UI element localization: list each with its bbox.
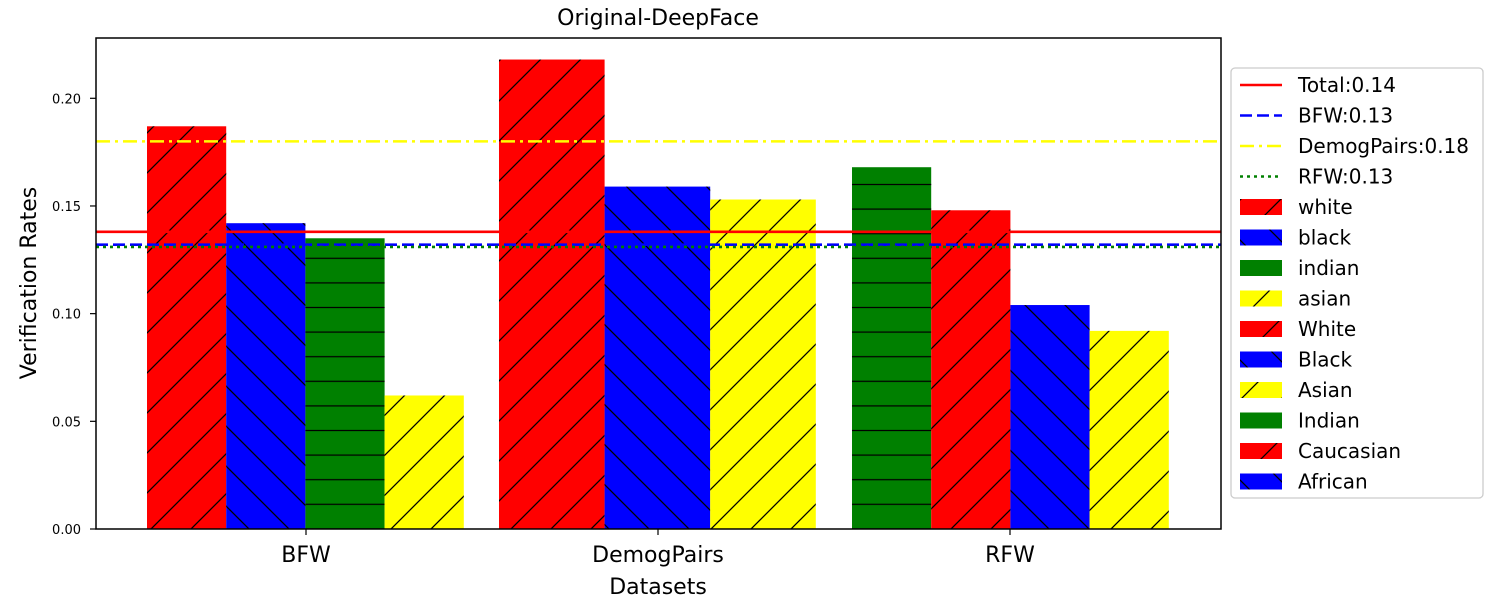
y-axis-label: Verification Rates: [17, 187, 42, 380]
bar-bfw-indian-hatch: [305, 238, 385, 530]
x-tick-label: BFW: [281, 543, 331, 568]
legend-item-black: Black: [1240, 348, 1353, 372]
legend-item-asian: Asian: [1240, 378, 1353, 402]
legend-item-bfw: BFW:0.13: [1240, 104, 1393, 128]
y-tick-label: 0.20: [52, 92, 81, 107]
x-axis-label: Datasets: [609, 575, 707, 600]
chart-title: Original-DeepFace: [557, 6, 759, 31]
bar-rfw-indian-hatch: [852, 167, 932, 530]
legend-label: White: [1298, 317, 1356, 341]
bar-demogpairs-white-hatch: [499, 59, 605, 529]
y-axis: 0.00 0.05 0.10 0.15 0.20: [52, 92, 96, 538]
legend-label: RFW:0.13: [1298, 165, 1393, 189]
y-tick-label: 0.15: [52, 200, 81, 215]
bar-rfw-asian-hatch: [1089, 330, 1169, 529]
legend-patch-hatch: [1240, 412, 1282, 429]
legend-patch-hatch: [1240, 473, 1282, 490]
bar-demogpairs-asian-hatch: [710, 199, 816, 529]
x-axis: BFW DemogPairs RFW: [281, 529, 1035, 568]
legend-label: BFW:0.13: [1298, 104, 1393, 128]
legend-patch-hatch: [1240, 199, 1282, 215]
legend-patch-hatch: [1240, 290, 1282, 307]
legend-item-white: white: [1240, 195, 1353, 219]
legend-label: African: [1298, 470, 1368, 494]
legend-label: Indian: [1298, 409, 1360, 433]
legend-label: Black: [1298, 348, 1353, 372]
legend: Total:0.14 BFW:0.13 DemogPairs:0.18 RFW:0.1…: [1230, 67, 1484, 499]
legend-label: indian: [1298, 256, 1359, 280]
legend-patch-hatch: [1240, 229, 1282, 246]
x-tick-label: DemogPairs: [592, 543, 724, 568]
legend-item-asian: asian: [1240, 287, 1351, 311]
legend-patch-hatch: [1240, 443, 1282, 459]
y-tick-label: 0.05: [52, 415, 81, 430]
bar-bfw-asian-hatch: [384, 395, 464, 529]
legend-label: DemogPairs:0.18: [1298, 134, 1469, 158]
y-tick-label: 0.00: [52, 523, 81, 538]
legend-label: Total:0.14: [1297, 73, 1396, 97]
bar-bfw-black-hatch: [226, 223, 306, 529]
legend-item-white: White: [1240, 317, 1356, 341]
legend-item-african: African: [1240, 470, 1368, 494]
bar-rfw-caucasian-hatch: [931, 210, 1011, 529]
bar-demogpairs-black-hatch: [604, 186, 711, 529]
legend-item-rfw: RFW:0.13: [1240, 165, 1393, 189]
legend-item-total: Total:0.14: [1240, 73, 1396, 97]
legend-frame: [1230, 67, 1484, 499]
legend-item-indian: Indian: [1240, 409, 1360, 433]
x-tick-label: RFW: [985, 543, 1035, 568]
y-tick-label: 0.10: [52, 308, 81, 323]
bars-layer: [147, 59, 1169, 530]
bar-bfw-white-hatch: [147, 126, 227, 530]
legend-item-black: black: [1240, 226, 1352, 250]
legend-label: Caucasian: [1298, 439, 1401, 463]
bar-rfw-african-hatch: [1010, 305, 1090, 529]
legend-label: white: [1298, 195, 1353, 219]
legend-item-indian: indian: [1240, 256, 1359, 280]
legend-patch-hatch: [1240, 260, 1282, 276]
legend-label: asian: [1298, 287, 1351, 311]
legend-label: Asian: [1298, 378, 1353, 402]
legend-patch-hatch: [1240, 382, 1282, 398]
legend-patch-hatch: [1240, 351, 1282, 368]
legend-item-demogpairs: DemogPairs:0.18: [1240, 134, 1469, 158]
legend-item-caucasian: Caucasian: [1240, 439, 1401, 463]
legend-label: black: [1298, 226, 1352, 250]
legend-patch-hatch: [1240, 321, 1282, 337]
reference-lines-layer: [96, 140, 1221, 249]
